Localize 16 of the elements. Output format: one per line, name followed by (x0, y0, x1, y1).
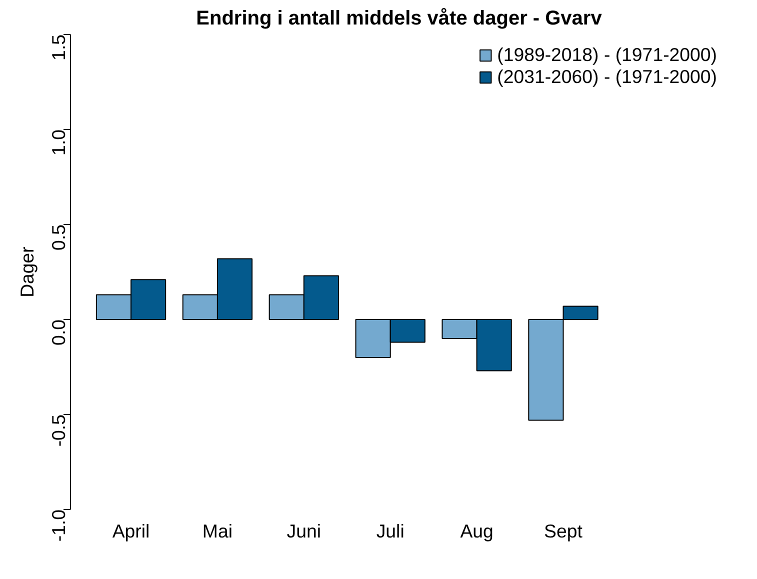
x-tick-label: Sept (544, 520, 584, 542)
y-tick-label: 1.0 (48, 129, 69, 156)
y-tick-label: 0.5 (48, 224, 69, 250)
x-tick-label: Juli (376, 520, 404, 542)
x-tick-label: Aug (460, 520, 494, 542)
y-tick-label: -1.0 (48, 509, 69, 542)
x-tick-label: Juni (286, 520, 322, 542)
x-tick-label: April (112, 520, 150, 542)
y-axis-title: Dager (16, 246, 38, 298)
chart-title: Endring i antall middels våte dager - Gvarv (196, 8, 603, 30)
y-tick-label: 1.5 (48, 34, 69, 60)
legend-label: (2031-2060) - (1971-2000) (497, 66, 717, 88)
x-tick-label: Mai (202, 520, 232, 542)
y-tick-label: -0.5 (48, 414, 69, 447)
y-tick-label: 0.0 (48, 319, 69, 346)
legend-label: (1989-2018) - (1971-2000) (497, 44, 717, 66)
